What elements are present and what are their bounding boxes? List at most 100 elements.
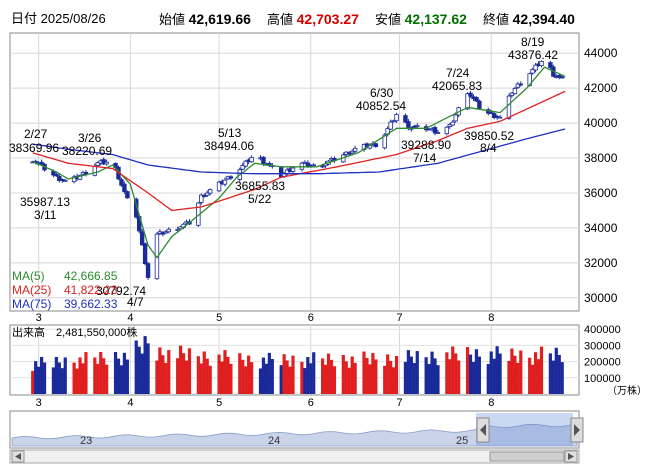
candle-body bbox=[548, 62, 553, 68]
volume-bar bbox=[353, 362, 357, 394]
candle-body bbox=[63, 180, 68, 182]
candle-body bbox=[104, 161, 109, 165]
candle-body bbox=[506, 95, 512, 119]
volume-bar bbox=[536, 359, 541, 394]
volume-bar bbox=[285, 360, 289, 394]
volume-bar bbox=[344, 361, 348, 394]
candle-body bbox=[207, 189, 213, 194]
volume-bar bbox=[81, 363, 85, 394]
volume-bar bbox=[468, 354, 473, 394]
volume-bar bbox=[247, 355, 251, 394]
volume-bar bbox=[202, 351, 206, 394]
volume-bar bbox=[533, 352, 538, 394]
volume-bar bbox=[102, 358, 106, 394]
navigator-range[interactable] bbox=[476, 413, 573, 446]
candle-body bbox=[403, 115, 408, 123]
candle-body bbox=[205, 192, 210, 196]
volume-tick-label: 200000 bbox=[584, 357, 621, 369]
volume-bar bbox=[220, 361, 224, 394]
annotation-value: 35987.13 bbox=[20, 195, 70, 209]
volume-bar bbox=[34, 361, 38, 394]
volume-bar bbox=[309, 363, 313, 394]
volume-bar bbox=[528, 357, 532, 394]
volume-bar bbox=[386, 354, 390, 394]
volume-bar bbox=[158, 347, 162, 394]
volume-bar bbox=[258, 368, 263, 394]
volume-bar bbox=[267, 352, 271, 394]
candle-body bbox=[222, 179, 228, 185]
volume-bar bbox=[492, 358, 496, 394]
volume-bar bbox=[303, 368, 307, 394]
month-label: 3 bbox=[36, 397, 42, 409]
price-tick-label: 34000 bbox=[584, 221, 618, 235]
candle-body bbox=[57, 176, 62, 182]
scroll-left-icon bbox=[15, 453, 21, 460]
scroll-thumb[interactable] bbox=[489, 451, 565, 462]
volume-bar bbox=[42, 362, 47, 394]
candle-body bbox=[311, 164, 316, 167]
volume-header: 出来高 2,481,550,000株 bbox=[12, 325, 137, 339]
candle-body bbox=[435, 132, 441, 134]
candle-body bbox=[139, 231, 145, 246]
navigator[interactable] bbox=[11, 423, 578, 447]
legend-ma5-label: MA(5) bbox=[12, 269, 45, 283]
candle-body bbox=[512, 88, 518, 95]
volume-bar bbox=[75, 368, 79, 394]
candle-body bbox=[489, 112, 494, 114]
navigator-right-handle[interactable] bbox=[570, 417, 584, 443]
volume-bar bbox=[560, 362, 564, 394]
candle-body bbox=[560, 76, 565, 79]
volume-bar bbox=[519, 350, 523, 394]
volume-tick-label: 100000 bbox=[584, 373, 621, 385]
low-value: 42,137.62 bbox=[404, 11, 467, 27]
volume-bar bbox=[389, 360, 393, 394]
annotation-date: 2/27 bbox=[24, 127, 48, 141]
volume-bar bbox=[122, 352, 127, 394]
navigator-labels: 23 24 25 bbox=[80, 435, 468, 447]
volume-bar bbox=[326, 353, 331, 394]
volume-bar bbox=[134, 340, 138, 394]
volume-bar bbox=[282, 354, 286, 394]
volume-bar bbox=[164, 362, 168, 394]
volume-bar bbox=[288, 366, 292, 394]
candle-body bbox=[388, 121, 393, 130]
volume-bar bbox=[539, 346, 544, 394]
candle-body bbox=[290, 167, 296, 172]
volume-bar bbox=[208, 365, 212, 394]
header-low: 安値 42,137.62 bbox=[375, 8, 467, 30]
volume-bar bbox=[60, 368, 64, 394]
volume-bar bbox=[238, 353, 242, 394]
low-label: 安値 bbox=[375, 12, 402, 27]
volume-axis-labels: 400000 300000 200000 100000 bbox=[584, 324, 621, 385]
candle-body bbox=[533, 64, 538, 71]
scrollbar[interactable] bbox=[9, 449, 580, 464]
volume-bar bbox=[84, 352, 88, 394]
candle-body bbox=[83, 171, 89, 175]
volume-bar bbox=[403, 361, 408, 394]
candle-body bbox=[509, 92, 515, 96]
volume-bar bbox=[279, 365, 283, 394]
volume-bar bbox=[531, 364, 535, 394]
ma-line-ma75 bbox=[32, 128, 566, 175]
candle-body bbox=[518, 83, 523, 86]
header-open: 始値 42,619.66 bbox=[159, 8, 251, 30]
volume-bar bbox=[495, 346, 499, 394]
volume-bar bbox=[513, 355, 517, 394]
candle-body bbox=[249, 157, 254, 163]
candle-body bbox=[54, 174, 59, 177]
volume-bar bbox=[125, 359, 129, 394]
annotation-date: 8/4 bbox=[480, 141, 497, 155]
volume-value: 2,481,550,000株 bbox=[56, 325, 137, 339]
candle-body bbox=[228, 176, 234, 179]
volume-bar bbox=[57, 362, 61, 394]
candle-body bbox=[497, 116, 503, 119]
candle-body bbox=[474, 97, 479, 102]
annotation-value: 39850.52 bbox=[464, 129, 514, 143]
ma-legend: MA(5) 42,666.85 MA(25) 41,822.23 MA(75) … bbox=[12, 269, 118, 311]
volume-bar bbox=[510, 348, 514, 394]
candle-body bbox=[261, 156, 266, 165]
navigator-left-handle[interactable] bbox=[476, 417, 490, 443]
volume-bar bbox=[300, 361, 304, 394]
price-tick-label: 36000 bbox=[584, 186, 618, 200]
